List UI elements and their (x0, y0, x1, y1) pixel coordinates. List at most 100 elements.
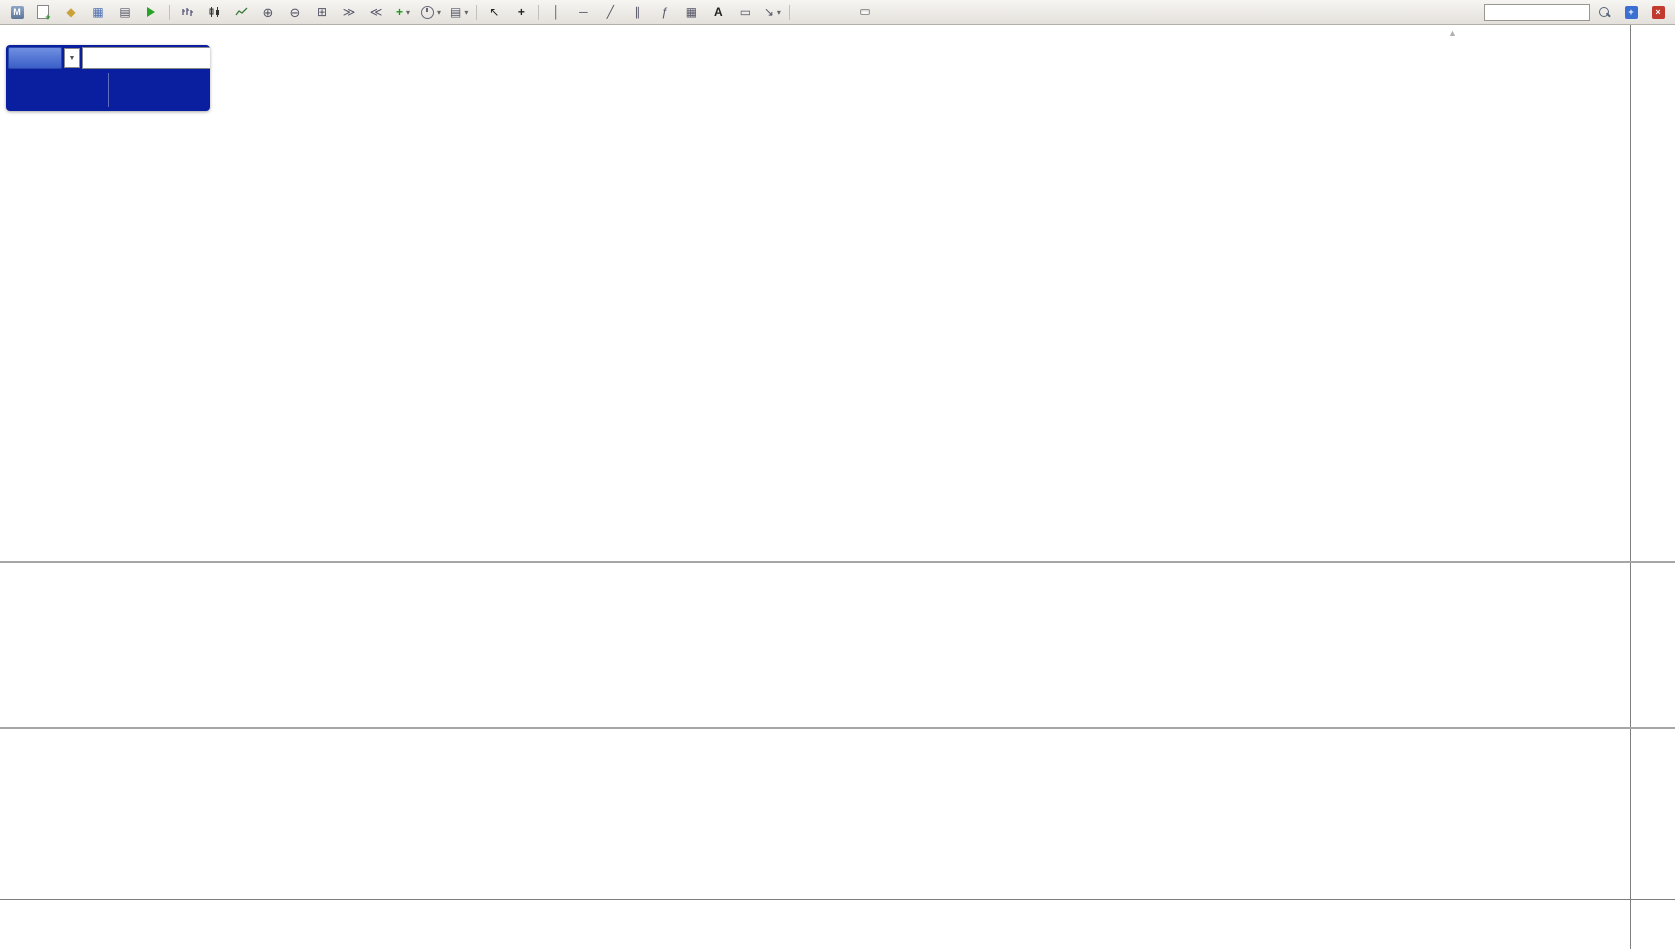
trade-panel-divider (107, 73, 109, 107)
new-order-button[interactable] (31, 1, 57, 23)
indicators-button[interactable]: + ▾ (390, 1, 416, 23)
crosshair-button[interactable]: + (508, 1, 534, 23)
timeframe-h1[interactable] (838, 9, 848, 15)
one-click-trade-panel: ▼ ▲ (6, 45, 210, 111)
fibonacci-icon: ƒ (661, 5, 668, 19)
zoom-out-button[interactable]: ⊖ (282, 1, 308, 23)
timeframe-mn[interactable] (882, 9, 892, 15)
chart-shift-marker[interactable]: ▲ (1448, 28, 1457, 38)
time-axis-row (0, 899, 1675, 949)
add-panel-icon: + (1624, 5, 1638, 19)
mt4-logo-icon: M (10, 5, 24, 19)
timeframe-h4[interactable] (849, 9, 859, 15)
timeframe-d1[interactable] (860, 9, 871, 15)
channel-button[interactable]: ∥ (624, 1, 650, 23)
market-watch-icon: ◆ (66, 5, 76, 19)
lot-size-input[interactable] (82, 47, 210, 69)
arrow-tool-icon: ↘ (763, 5, 774, 19)
timeframe-m15[interactable] (816, 9, 826, 15)
fibonacci-button[interactable]: ƒ (651, 1, 677, 23)
macd-panel (0, 563, 1675, 727)
chart-shift-icon: ≪ (369, 5, 383, 19)
chevron-down-icon: ▾ (464, 7, 469, 17)
price-axis[interactable] (1630, 25, 1675, 561)
lot-decrease-button[interactable]: ▼ (64, 48, 80, 68)
rsi-panel (0, 729, 1675, 899)
indicators-icon: + (395, 5, 403, 19)
bar-chart-button[interactable] (174, 1, 200, 23)
buy-price-display[interactable] (109, 69, 211, 111)
text-tool-icon: A (714, 5, 723, 19)
periods-button[interactable]: ▾ (417, 1, 445, 23)
chevron-down-icon: ▾ (776, 7, 781, 17)
trendline-icon: ╱ (606, 5, 614, 19)
time-axis[interactable] (0, 899, 1630, 949)
close-icon: × (1651, 5, 1665, 19)
bar-chart-icon (181, 8, 193, 16)
navigator-icon: ▦ (92, 5, 104, 19)
templates-button[interactable]: ▤ ▾ (446, 1, 472, 23)
line-chart-button[interactable] (228, 1, 254, 23)
zoom-out-icon: ⊖ (289, 4, 301, 20)
rsi-chart-surface[interactable] (0, 729, 1630, 899)
terminal-button[interactable]: ▤ (112, 1, 138, 23)
add-panel-button[interactable]: + (1618, 1, 1644, 23)
autotrading-button[interactable] (139, 1, 165, 23)
timeframe-m5[interactable] (805, 9, 815, 15)
terminal-icon: ▤ (119, 5, 131, 19)
grid-icon: ▦ (685, 5, 698, 19)
macd-chart-surface[interactable] (0, 563, 1630, 727)
chevron-down-icon: ▾ (437, 7, 442, 17)
text-label-button[interactable]: ▭ (732, 1, 758, 23)
market-watch-button[interactable]: ◆ (58, 1, 84, 23)
arrows-button[interactable]: ↘ ▾ (759, 1, 785, 23)
crosshair-icon: + (517, 5, 525, 19)
line-chart-icon (234, 7, 247, 16)
quick-search-input[interactable] (1484, 3, 1590, 21)
search-button[interactable] (1591, 1, 1617, 23)
price-chart-surface[interactable]: ▲ ▼ ▲ (0, 25, 1630, 561)
horizontal-line-button[interactable]: ─ (570, 1, 596, 23)
axis-corner (1630, 899, 1675, 949)
macd-chart[interactable] (0, 563, 1630, 727)
panel-separator[interactable] (0, 727, 1675, 729)
app-icon: M (4, 1, 30, 23)
zoom-in-button[interactable]: ⊕ (255, 1, 281, 23)
candlestick-chart[interactable] (0, 25, 1630, 561)
tile-windows-icon: ⊞ (316, 5, 328, 19)
sell-price-display[interactable] (6, 69, 108, 111)
main-toolbar: M ◆ ▦ ▤ ⊕ ⊖ ⊞ ≫ ≪ +▾ ▾ ▤▾ ↖ + │ ─ ╱ ∥ ƒ … (0, 0, 1675, 25)
toolbar-separator (538, 4, 540, 20)
panel-separator[interactable] (0, 561, 1675, 563)
sell-button[interactable] (8, 47, 62, 69)
grid-tool-button[interactable]: ▦ (678, 1, 704, 23)
timeframe-w1[interactable] (871, 9, 881, 15)
text-label-icon: ▭ (739, 5, 752, 19)
toolbar-separator (476, 4, 478, 20)
navigator-button[interactable]: ▦ (85, 1, 111, 23)
text-tool-button[interactable]: A (705, 1, 731, 23)
candlestick-chart-icon (209, 7, 219, 17)
auto-scroll-button[interactable]: ≫ (336, 1, 362, 23)
vertical-line-button[interactable]: │ (543, 1, 569, 23)
candlestick-chart-button[interactable] (201, 1, 227, 23)
search-icon (1599, 7, 1609, 17)
rsi-axis[interactable] (1630, 729, 1675, 899)
new-order-icon (36, 5, 51, 22)
timeframe-m30[interactable] (827, 9, 837, 15)
timeframe-m1[interactable] (794, 9, 804, 15)
trendline-button[interactable]: ╱ (597, 1, 623, 23)
rsi-chart[interactable] (0, 729, 1630, 899)
chart-shift-button[interactable]: ≪ (363, 1, 389, 23)
chevron-down-icon: ▾ (406, 7, 411, 17)
autotrading-play-icon (146, 7, 155, 17)
macd-axis[interactable] (1630, 563, 1675, 727)
template-icon: ▤ (450, 5, 462, 19)
tile-windows-button[interactable]: ⊞ (309, 1, 335, 23)
horizontal-line-icon: ─ (579, 5, 588, 19)
vertical-line-icon: │ (552, 5, 561, 19)
channel-icon: ∥ (634, 5, 641, 19)
cursor-button[interactable]: ↖ (481, 1, 507, 23)
price-panel: ▲ ▼ ▲ (0, 25, 1675, 561)
close-panel-button[interactable]: × (1645, 1, 1671, 23)
